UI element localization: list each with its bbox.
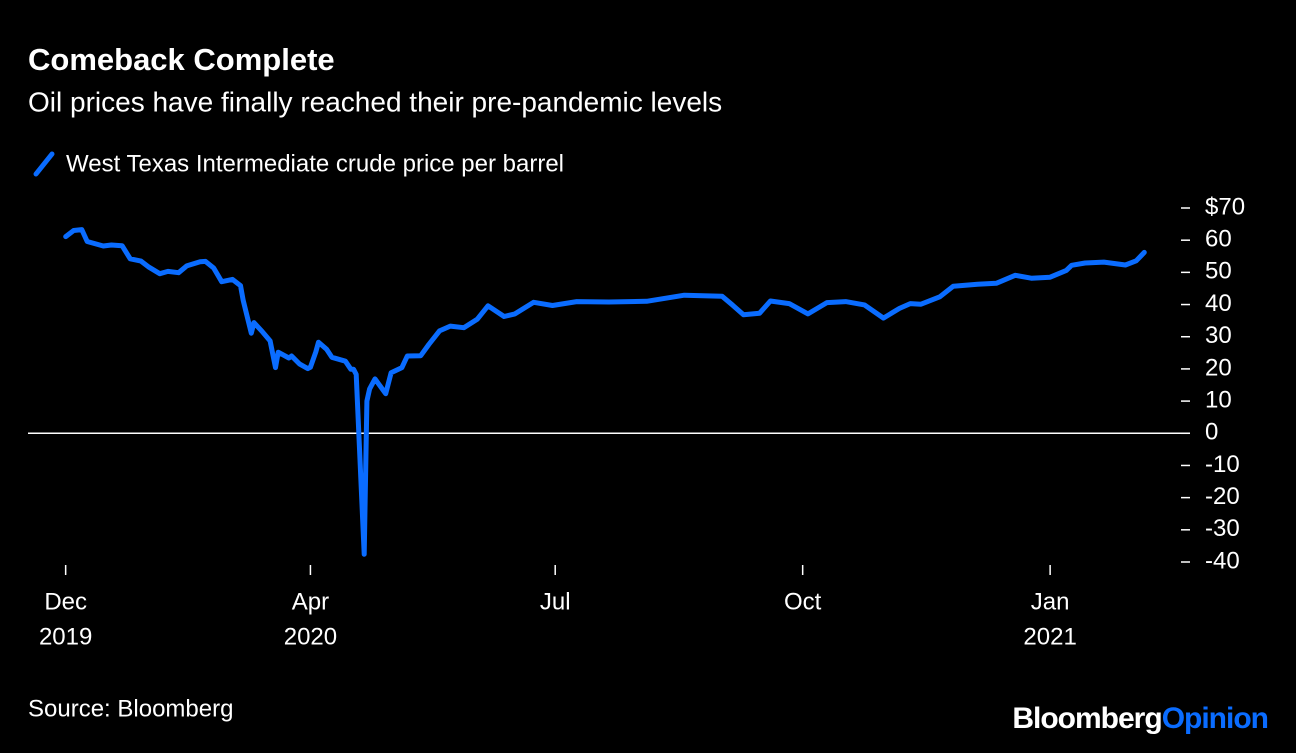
y-tick-label: $70: [1205, 193, 1245, 220]
y-tick-label: -10: [1205, 451, 1240, 478]
y-tick-label: -20: [1205, 483, 1240, 510]
chart-subtitle: Oil prices have finally reached their pr…: [28, 86, 722, 117]
y-tick-label: 0: [1205, 419, 1218, 446]
x-tick-label: Apr: [292, 588, 329, 615]
brand-name: Bloomberg: [1012, 702, 1161, 735]
data-line: [63, 227, 1147, 557]
x-tick-year: 2019: [39, 623, 92, 650]
y-tick-label: -30: [1205, 515, 1240, 542]
y-tick-label: 50: [1205, 258, 1232, 285]
x-tick-label: Dec: [44, 588, 87, 615]
x-tick-year: 2021: [1023, 623, 1076, 650]
source: Source: Bloomberg: [28, 695, 233, 722]
legend-swatch: [33, 151, 55, 177]
x-tick-label: Oct: [784, 588, 822, 615]
y-tick-label: 40: [1205, 290, 1232, 317]
legend-label: West Texas Intermediate crude price per …: [66, 150, 564, 177]
y-tick-label: 60: [1205, 226, 1232, 253]
x-tick-year: 2020: [284, 623, 337, 650]
x-tick-label: Jul: [540, 588, 571, 615]
brand-logo: BloombergOpinion: [1012, 702, 1268, 735]
y-tick-label: 10: [1205, 386, 1232, 413]
y-tick-label: 30: [1205, 322, 1232, 349]
chart-title: Comeback Complete: [28, 42, 335, 77]
y-tick-label: 20: [1205, 354, 1232, 381]
x-tick-label: Jan: [1031, 588, 1070, 615]
y-tick-label: -40: [1205, 547, 1240, 574]
brand-section: Opinion: [1162, 702, 1268, 735]
